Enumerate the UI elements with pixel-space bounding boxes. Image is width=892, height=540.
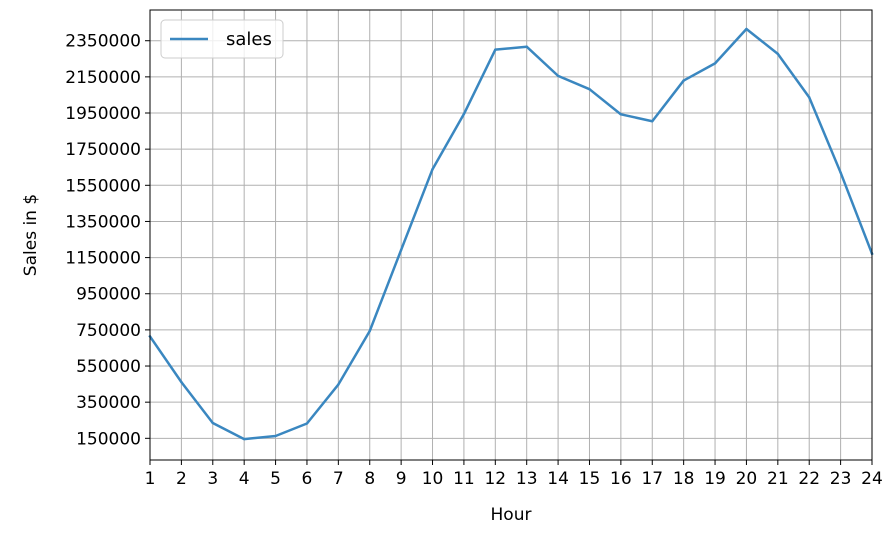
- y-tick-label: 1150000: [65, 249, 141, 269]
- data-point: [180, 380, 183, 384]
- y-tick-label: 150000: [76, 429, 141, 449]
- y-tick-label: 1950000: [65, 104, 141, 124]
- data-point: [682, 79, 685, 82]
- x-tick-label: 24: [861, 469, 883, 489]
- data-point: [745, 27, 748, 31]
- series-line-sales: [148, 27, 874, 441]
- x-axis-label: Hour: [491, 505, 532, 525]
- x-tick-label: 22: [798, 469, 820, 489]
- x-tick-label: 3: [207, 469, 218, 489]
- x-tick-label: 4: [239, 469, 250, 489]
- x-tick-label: 5: [270, 469, 281, 489]
- x-tick-label: 18: [673, 469, 695, 489]
- y-axis-label: Sales in $: [21, 194, 41, 276]
- x-tick-label: 16: [610, 469, 632, 489]
- data-point: [305, 422, 309, 425]
- data-point: [588, 87, 591, 91]
- x-tick-label: 20: [736, 469, 758, 489]
- legend-label: sales: [226, 29, 272, 50]
- y-tick-label: 2350000: [65, 32, 141, 52]
- data-point: [274, 434, 277, 438]
- y-ticks: 150000 350000 550000 750000 950000 1150000 135…: [65, 32, 150, 449]
- y-tick-label: 1550000: [65, 176, 141, 196]
- x-tick-label: 7: [333, 469, 344, 489]
- x-tick-label: 6: [302, 469, 313, 489]
- series-layer: [148, 27, 874, 441]
- x-tick-label: 14: [547, 469, 569, 489]
- y-tick-label: 1750000: [65, 140, 141, 160]
- x-tick-label: 13: [516, 469, 538, 489]
- legend-box: [160, 19, 284, 59]
- y-tick-label: 550000: [76, 357, 141, 377]
- x-tick-label: 17: [641, 469, 663, 489]
- x-tick-label: 23: [830, 469, 852, 489]
- data-point: [776, 52, 780, 56]
- x-tick-label: 9: [396, 469, 407, 489]
- y-tick-label: 2150000: [65, 68, 141, 88]
- data-point: [619, 113, 623, 116]
- x-tick-label: 2: [176, 469, 187, 489]
- y-tick-label: 350000: [76, 393, 141, 413]
- data-point: [242, 437, 246, 441]
- x-tick-label: 21: [767, 469, 789, 489]
- data-point: [525, 45, 528, 48]
- y-tick-label: 1350000: [65, 212, 141, 232]
- data-point: [462, 112, 466, 116]
- y-tick-label: 750000: [76, 321, 141, 341]
- x-tick-label: 10: [422, 469, 444, 489]
- data-point: [494, 48, 497, 51]
- data-point: [399, 248, 403, 252]
- grid: [149, 10, 873, 460]
- data-point: [808, 96, 811, 99]
- data-point: [556, 74, 560, 78]
- plot-frame: [149, 9, 873, 461]
- x-tick-label: 1: [145, 469, 156, 489]
- x-tick-label: 15: [579, 469, 601, 489]
- x-tick-label: 11: [453, 469, 475, 489]
- data-point: [713, 62, 717, 65]
- data-point: [368, 329, 371, 333]
- legend: sales: [160, 19, 284, 59]
- data-point: [337, 383, 340, 386]
- x-tick-label: 8: [364, 469, 375, 489]
- data-point: [431, 168, 434, 171]
- y-tick-label: 950000: [76, 285, 141, 305]
- data-point: [839, 171, 842, 174]
- x-ticks: 1 2 3 4 5 6 7 8 9 10 11 12 13 14 15 16 17 18 19 20 21 22 23 24: [145, 460, 883, 489]
- data-point: [651, 120, 654, 123]
- data-point: [211, 421, 214, 425]
- x-tick-label: 19: [704, 469, 726, 489]
- x-tick-label: 12: [484, 469, 506, 489]
